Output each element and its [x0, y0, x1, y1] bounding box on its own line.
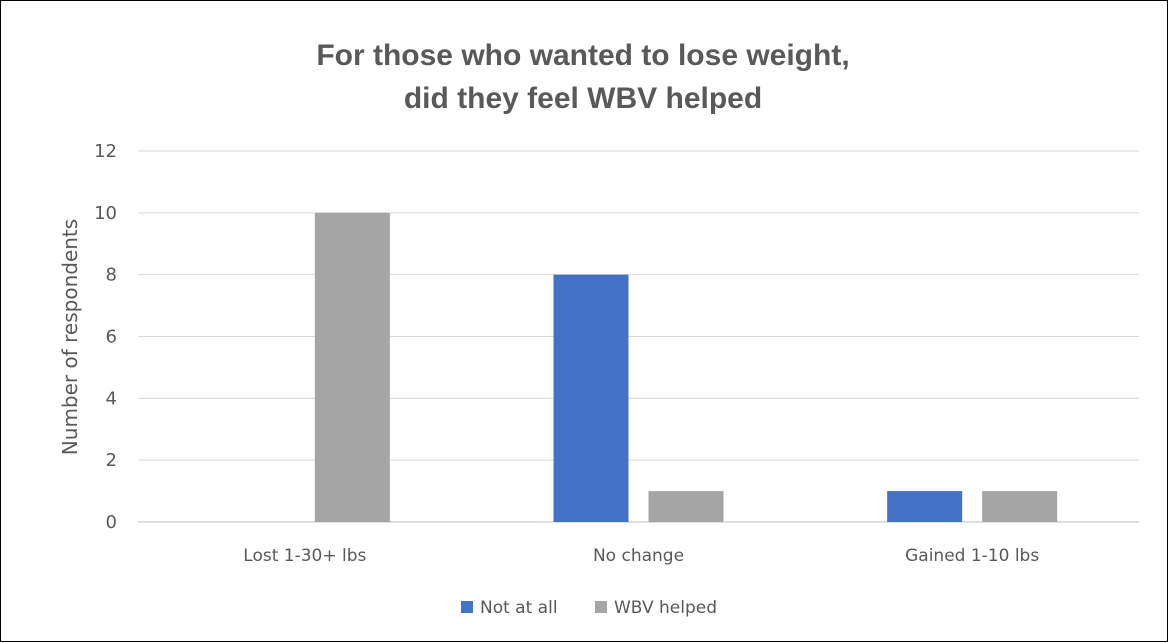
legend: Not at all WBV helped	[461, 598, 717, 618]
bar-not-at-all-2	[887, 491, 963, 522]
y-tick-label: 8	[106, 265, 117, 286]
chart-title-line-1: For those who wanted to lose weight,	[316, 39, 849, 72]
y-tick-label: 10	[94, 203, 117, 224]
y-tick-label: 4	[106, 388, 117, 409]
y-tick-label: 0	[106, 512, 117, 533]
y-axis-title: Number of respondents	[58, 219, 82, 455]
legend-swatch	[595, 601, 607, 613]
bar-wbv-helped-1	[648, 491, 724, 522]
bars	[314, 212, 1058, 523]
x-category-label: Gained 1-10 lbs	[905, 546, 1039, 566]
legend-swatch	[461, 601, 473, 613]
x-category-label: No change	[593, 546, 684, 566]
legend-label: WBV helped	[614, 598, 717, 618]
x-category-label: Lost 1-30+ lbs	[243, 546, 366, 566]
bar-wbv-helped-0	[314, 212, 390, 523]
chart-title-line-2: did they feel WBV helped	[404, 82, 762, 115]
y-tick-label: 2	[106, 450, 117, 471]
y-tick-label: 12	[94, 141, 117, 162]
y-tick-label: 6	[106, 327, 117, 348]
bar-not-at-all-1	[553, 274, 629, 522]
gridlines	[138, 150, 1139, 523]
bar-wbv-helped-2	[982, 491, 1058, 522]
axis-labels: 0 2 4 6 8 10 12 Lost 1-30+ lbs No change Gained 1…	[94, 141, 1039, 566]
legend-label: Not at all	[480, 598, 558, 618]
